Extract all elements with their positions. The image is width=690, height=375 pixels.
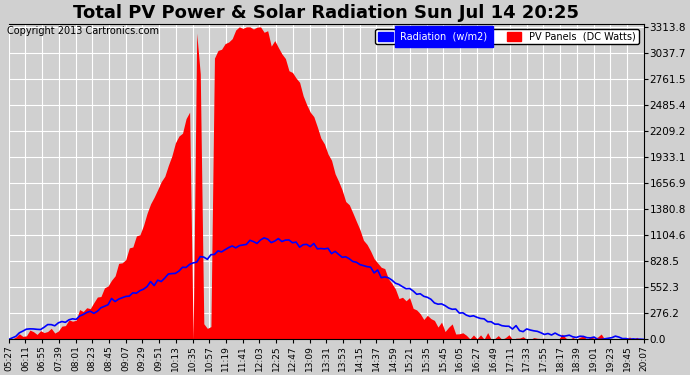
Title: Total PV Power & Solar Radiation Sun Jul 14 20:25: Total PV Power & Solar Radiation Sun Jul… bbox=[73, 4, 579, 22]
Legend: Radiation  (w/m2), PV Panels  (DC Watts): Radiation (w/m2), PV Panels (DC Watts) bbox=[375, 28, 639, 44]
Text: Copyright 2013 Cartronics.com: Copyright 2013 Cartronics.com bbox=[7, 26, 159, 36]
